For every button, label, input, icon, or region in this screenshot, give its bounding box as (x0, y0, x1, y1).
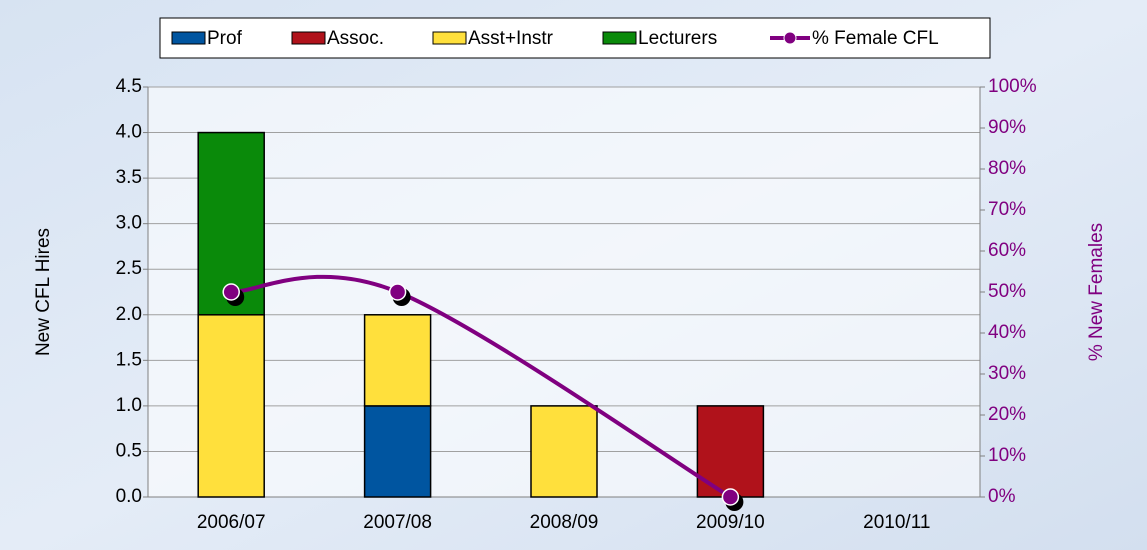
line (231, 274, 732, 499)
legend-label: % Female CFL (812, 28, 939, 49)
y-tick-label: 4.0 (116, 122, 142, 143)
legend-swatch (291, 31, 326, 45)
bar (363, 314, 432, 407)
y-tick-label: 1.0 (116, 395, 142, 416)
legend-label: Asst+Instr (468, 28, 554, 49)
x-tick-label: 2007/08 (363, 512, 432, 533)
legend-label: Prof (207, 28, 243, 49)
legend-label: Lecturers (638, 28, 717, 49)
y2-tick-label: 50% (988, 281, 1026, 302)
marker (222, 283, 240, 301)
y2-tick-label: 10% (988, 445, 1026, 466)
marker (388, 283, 407, 301)
y-tick-label: 1.5 (116, 349, 142, 370)
y-tick-label: 3.0 (116, 213, 142, 234)
y-tick-label: 0.5 (116, 440, 142, 461)
y-tick-label: 2.5 (116, 258, 142, 279)
y-tick-label: 3.5 (116, 167, 142, 188)
legend-label: Assoc. (327, 28, 384, 49)
y2-tick-label: 80% (988, 158, 1026, 179)
y-axis-label: New CFL Hires (33, 228, 54, 356)
y2-tick-label: 90% (988, 117, 1026, 138)
y2-tick-label: 70% (988, 199, 1026, 220)
y-tick-label: 4.5 (116, 76, 142, 97)
x-tick-label: 2010/11 (863, 512, 930, 533)
bar (197, 314, 265, 498)
y2-tick-label: 20% (988, 404, 1026, 425)
y2-axis-label: % New Females (1086, 223, 1107, 361)
legend-swatch (783, 31, 797, 45)
x-tick-label: 2008/09 (530, 512, 599, 533)
x-tick-label: 2006/07 (197, 512, 266, 533)
y-tick-label: 0.0 (116, 486, 142, 507)
marker (721, 488, 740, 506)
legend-swatch (432, 31, 467, 45)
y2-tick-label: 40% (988, 322, 1026, 343)
x-tick-label: 2009/10 (696, 512, 765, 533)
legend-swatch (602, 31, 637, 45)
bar (530, 405, 598, 498)
y2-tick-label: 60% (988, 240, 1026, 261)
y-tick-label: 2.0 (116, 304, 142, 325)
legend-swatch (171, 31, 206, 45)
y2-tick-label: 0% (988, 486, 1016, 507)
y2-tick-label: 30% (988, 363, 1026, 384)
bar (363, 405, 432, 498)
y2-tick-label: 100% (988, 76, 1037, 97)
